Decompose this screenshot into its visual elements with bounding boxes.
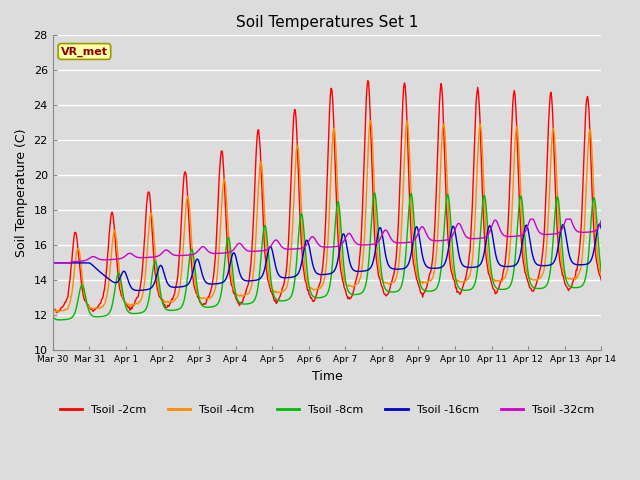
- Text: VR_met: VR_met: [61, 47, 108, 57]
- Legend: Tsoil -2cm, Tsoil -4cm, Tsoil -8cm, Tsoil -16cm, Tsoil -32cm: Tsoil -2cm, Tsoil -4cm, Tsoil -8cm, Tsoi…: [55, 400, 598, 419]
- X-axis label: Time: Time: [312, 370, 342, 383]
- Title: Soil Temperatures Set 1: Soil Temperatures Set 1: [236, 15, 418, 30]
- Y-axis label: Soil Temperature (C): Soil Temperature (C): [15, 129, 28, 257]
